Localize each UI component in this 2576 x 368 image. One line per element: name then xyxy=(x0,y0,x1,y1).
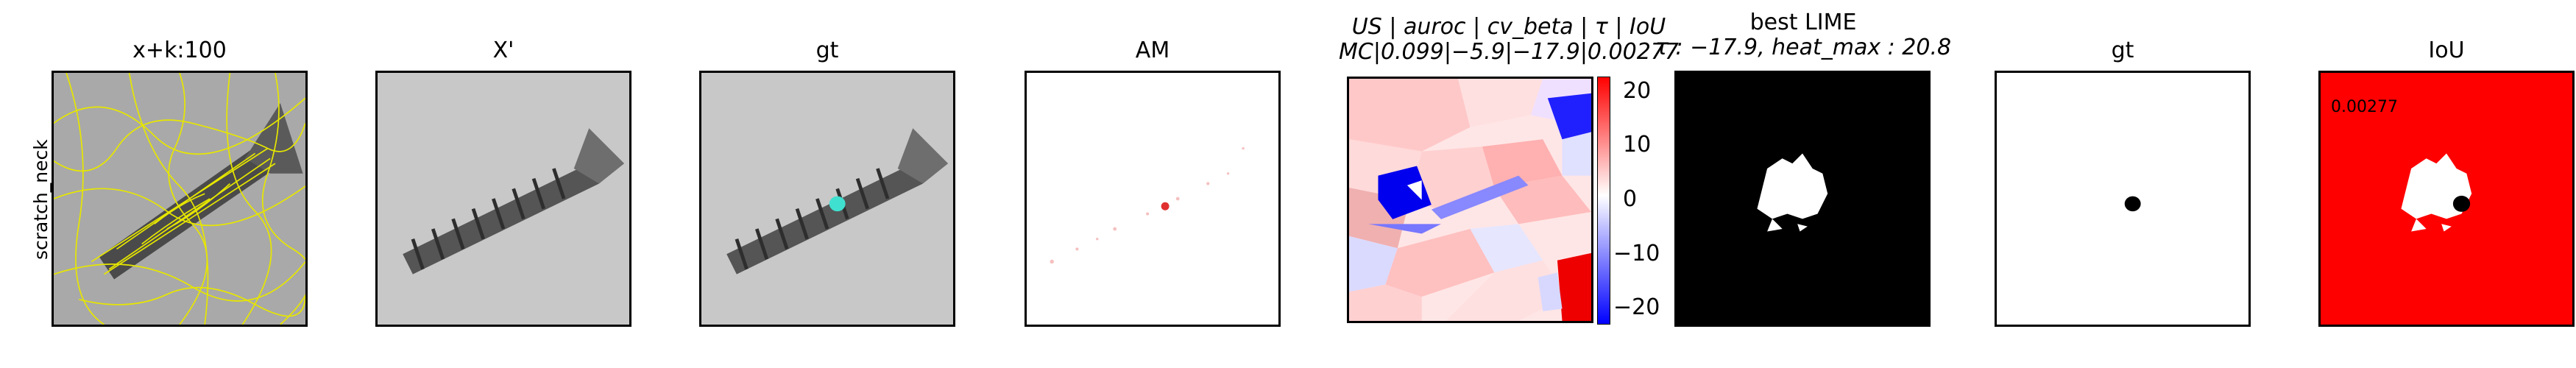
anomaly-speckles xyxy=(1050,146,1245,264)
lime-heatmap-panel xyxy=(1347,77,1593,323)
best-lime-title: best LIME xyxy=(1749,10,1857,35)
anomaly-map xyxy=(1027,73,1278,325)
panel-title-best-lime: best LIME τ : −17.9, heat_max : 20.8 xyxy=(1649,10,1958,60)
gt-marker xyxy=(829,196,846,212)
colorbar xyxy=(1597,77,1610,325)
best-lime-mask xyxy=(1677,73,1928,325)
gt-mask-panel xyxy=(1995,71,2251,327)
anomaly-peak xyxy=(1161,202,1170,210)
gt-mask-blob xyxy=(2124,196,2141,212)
panel-title-xk: x+k:100 xyxy=(132,38,227,63)
colorbar-tick: 10 xyxy=(1623,132,1652,158)
screw-with-gt xyxy=(701,73,953,325)
screw-threads-gt xyxy=(735,168,890,270)
colorbar-tick: −20 xyxy=(1613,294,1660,320)
screw-threads xyxy=(411,168,566,270)
screw-image xyxy=(378,73,629,325)
superpixel-image xyxy=(54,73,305,325)
iou-panel: 0.00277 xyxy=(2318,71,2575,327)
best-lime-params: τ : −17.9, heat_max : 20.8 xyxy=(1655,35,1952,60)
panel-title-am: AM xyxy=(1135,38,1170,63)
colorbar-tick: 20 xyxy=(1623,78,1652,104)
lime-heatmap xyxy=(1349,79,1591,321)
superpixel-overlay-panel xyxy=(52,71,308,327)
panel-title-iou: IoU xyxy=(2428,38,2465,63)
input-image-panel xyxy=(375,71,631,327)
panel-title-xprime: X' xyxy=(492,38,514,63)
best-lime-mask-panel xyxy=(1674,71,1931,327)
metrics-header: US | auroc | cv_beta | τ | IoU xyxy=(1351,14,1666,40)
superpixel-contours xyxy=(54,73,305,325)
anomaly-map-panel xyxy=(1025,71,1281,327)
panel-title-gt: gt xyxy=(815,38,839,63)
iou-value: 0.00277 xyxy=(2331,98,2398,116)
panel-title-metrics: US | auroc | cv_beta | τ | IoU MC|0.099|… xyxy=(1251,15,1766,65)
panel-title-gt-mask: gt xyxy=(2111,38,2134,63)
metrics-values: MC|0.099|−5.9|−17.9|0.00277 xyxy=(1339,39,1679,65)
colorbar-tick: 0 xyxy=(1623,186,1638,212)
row-label-category: scratch_neck xyxy=(30,139,52,260)
gt-mask xyxy=(1997,73,2248,325)
colorbar-tick: −10 xyxy=(1613,241,1660,266)
iou-overlay xyxy=(2321,73,2572,325)
ground-truth-panel xyxy=(699,71,955,327)
